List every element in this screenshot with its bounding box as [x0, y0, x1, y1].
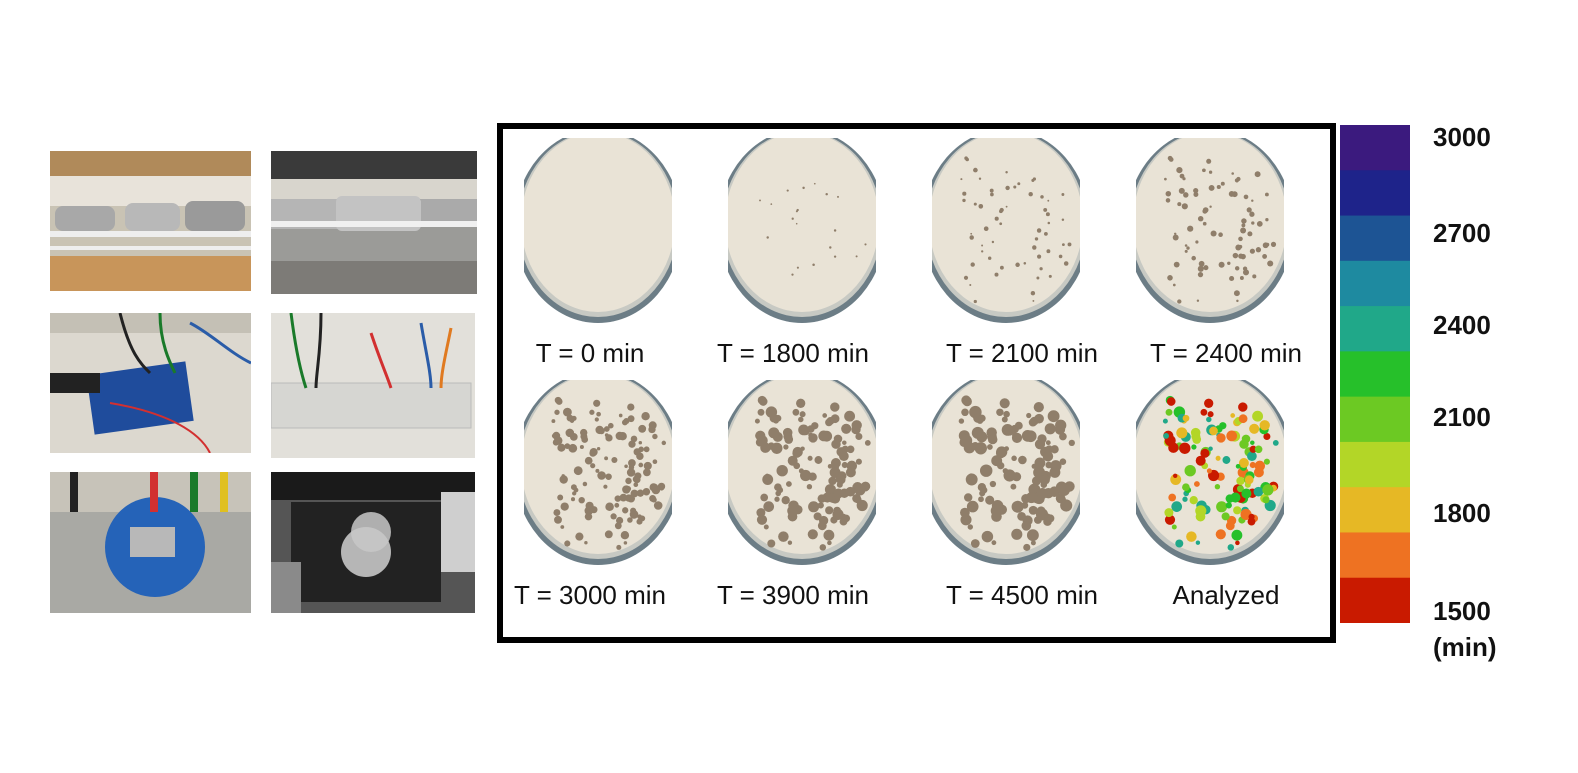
colorbar-tick-label: 2700: [1433, 218, 1491, 248]
scanner-bench-photo-icon: [271, 151, 477, 294]
colorbar-tick-label: 1500: [1433, 596, 1491, 626]
plate-time-label: T = 3900 min: [716, 580, 869, 610]
petri-dish-icon: [524, 138, 672, 323]
colorbar-tick-label: 3000: [1433, 122, 1491, 152]
plate-time-label: Analyzed: [1172, 580, 1280, 610]
colorbar-tick-label: 2400: [1433, 310, 1491, 340]
scanner-bench-photo-icon: [50, 151, 251, 291]
petri-dish-icon: [524, 380, 672, 565]
colorbar-segment: [1340, 260, 1410, 307]
petri-plate-image: [728, 138, 876, 323]
plate-time-label: T = 3000 min: [513, 580, 666, 610]
petri-dish-icon: [932, 138, 1080, 323]
circuit-board-photo-icon: [50, 313, 251, 453]
plate-time-label: T = 4500 min: [945, 580, 1098, 610]
colorbar-segment: [1340, 396, 1410, 443]
petri-dish-icon: [1136, 138, 1284, 323]
plate-time-label: T = 1800 min: [716, 338, 869, 368]
petri-plate-image: [1136, 380, 1284, 565]
colorbar-segment: [1340, 487, 1410, 533]
colorbar-segment: [1340, 577, 1410, 623]
colorbar-segment: [1340, 532, 1410, 579]
petri-plate-image: [524, 380, 672, 565]
petri-plate-image: [524, 138, 672, 323]
colorbar-tick-label: 1800: [1433, 498, 1491, 528]
petri-plate-image: [1136, 138, 1284, 323]
clock-module-photo: [50, 472, 251, 613]
scanners-photo-1: [50, 151, 251, 291]
petri-plate-image: [728, 380, 876, 565]
petri-dish-icon: [728, 138, 876, 323]
plate-time-label: T = 2100 min: [945, 338, 1098, 368]
scanners-photo-2: [271, 151, 477, 294]
colorbar-tick-label: 2100: [1433, 402, 1491, 432]
time-colorbar: [1340, 125, 1410, 623]
scanner-with-dishes-photo-icon: [271, 472, 475, 613]
breadboard-photo: [271, 313, 475, 458]
petri-dish-icon: [932, 380, 1080, 565]
plate-time-label: T = 2400 min: [1149, 338, 1302, 368]
colorbar-segment: [1340, 215, 1410, 262]
colorbar-segment: [1340, 306, 1410, 352]
petri-dish-icon: [1136, 380, 1284, 565]
colorbar-segment: [1340, 441, 1410, 488]
petri-dish-icon: [728, 380, 876, 565]
colorbar-segment: [1340, 125, 1410, 171]
breadboard-wiring-photo-icon: [271, 313, 475, 458]
colorbar-unit-label: (min): [1433, 632, 1497, 662]
colorbar-segment: [1340, 170, 1410, 217]
petri-plate-image: [932, 138, 1080, 323]
rtc-module-photo-icon: [50, 472, 251, 613]
petri-dish-scanner-photo: [271, 472, 475, 613]
colorbar-segment: [1340, 351, 1410, 398]
plate-time-label: T = 0 min: [535, 338, 645, 368]
arduino-board-photo: [50, 313, 251, 453]
petri-plate-image: [932, 380, 1080, 565]
